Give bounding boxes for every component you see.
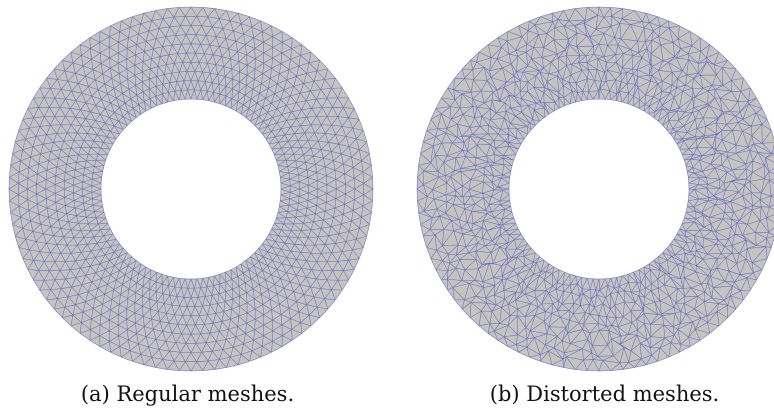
- annulus-distorted-mesh: [416, 6, 774, 372]
- annulus-fill: [9, 7, 373, 371]
- mesh-edges: [416, 6, 774, 372]
- annulus-regular-mesh: [8, 6, 374, 372]
- panel-distorted-mesh: (b) Distorted meshes.: [387, 0, 774, 416]
- mesh-edges: [8, 6, 374, 372]
- caption-regular-meshes: (a) Regular meshes.: [80, 382, 295, 406]
- panel-regular-mesh: (a) Regular meshes.: [8, 6, 374, 406]
- caption-distorted-meshes: (b) Distorted meshes.: [489, 382, 720, 406]
